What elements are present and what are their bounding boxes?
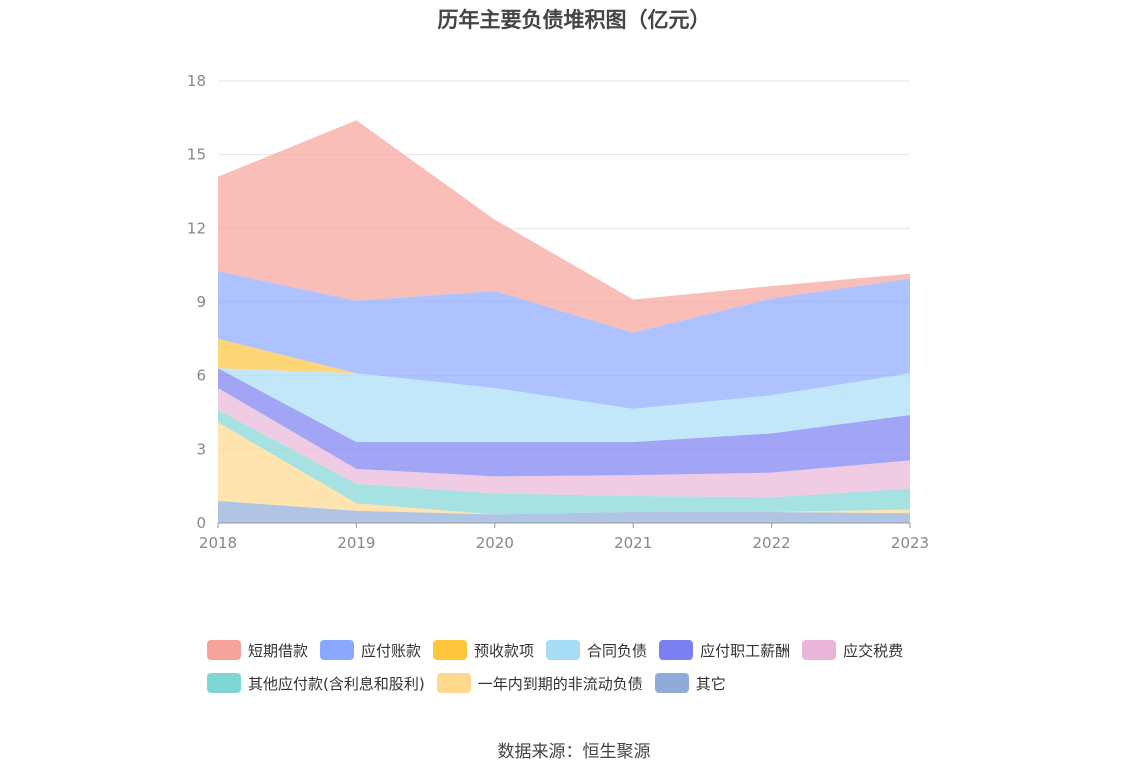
legend-item-accounts-payable[interactable]: 应付账款	[320, 638, 421, 662]
x-tick-label: 2022	[753, 534, 791, 552]
data-source: 数据来源：恒生聚源	[497, 742, 651, 762]
legend-swatch	[436, 673, 471, 693]
y-tick-label: 0	[196, 514, 206, 532]
legend-item-current-noncurrent-liabilities[interactable]: 一年内到期的非流动负债	[436, 671, 643, 695]
legend-item-other-payables[interactable]: 其他应付款(含利息和股利)	[207, 671, 425, 695]
legend-swatch	[659, 640, 694, 660]
area-series	[218, 368, 910, 477]
area-series	[218, 387, 910, 498]
legend-label: 短期借款	[248, 641, 309, 660]
legend-item-advance-receipts[interactable]: 预收款项	[433, 638, 534, 662]
area-series	[218, 368, 910, 442]
chart-legend: 短期借款 应付账款 预收款项 合同负债 应付职工薪酬 应交税费 其他应付款(含利…	[207, 638, 967, 695]
legend-label: 预收款项	[474, 641, 535, 660]
y-tick-label: 15	[187, 146, 206, 164]
x-tick-label: 2023	[891, 534, 929, 552]
legend-item-short-term-loans[interactable]: 短期借款	[207, 638, 308, 662]
area-series	[218, 500, 910, 523]
y-tick-label: 6	[196, 367, 206, 385]
legend-swatch	[802, 640, 837, 660]
legend-label: 应付账款	[361, 641, 422, 660]
legend-item-contract-liabilities[interactable]: 合同负债	[546, 638, 647, 662]
legend-label: 合同负债	[587, 641, 648, 660]
y-tick-label: 9	[196, 293, 206, 311]
area-series	[218, 120, 910, 333]
y-tick-label: 3	[196, 440, 206, 458]
legend-item-other[interactable]: 其它	[654, 671, 726, 695]
legend-swatch	[654, 673, 689, 693]
legend-swatch	[320, 640, 355, 660]
legend-item-employee-payable[interactable]: 应付职工薪酬	[659, 638, 790, 662]
legend-label: 应付职工薪酬	[700, 641, 791, 660]
legend-swatch	[207, 673, 241, 693]
y-tick-label: 12	[187, 219, 206, 237]
legend-item-taxes-payable[interactable]: 应交税费	[802, 638, 903, 662]
area-series	[218, 271, 910, 409]
legend-swatch	[207, 640, 241, 660]
area-series	[218, 422, 910, 515]
area-series	[218, 410, 910, 515]
stacked-area-chart: 0 3 6 9 12 15 18 2018 2019 2020 2021 2022 2023	[187, 72, 929, 552]
legend-label: 其它	[695, 674, 726, 693]
x-tick-label: 2020	[476, 534, 514, 552]
legend-swatch	[433, 640, 468, 660]
legend-swatch	[546, 640, 581, 660]
y-tick-label: 18	[187, 72, 206, 90]
legend-label: 应交税费	[843, 641, 904, 660]
x-tick-label: 2021	[614, 534, 652, 552]
x-tick-label: 2019	[337, 534, 375, 552]
chart-title: 历年主要负债堆积图（亿元）	[437, 8, 711, 32]
legend-label: 其他应付款(含利息和股利)	[248, 674, 425, 693]
x-tick-label: 2018	[199, 534, 237, 552]
legend-label: 一年内到期的非流动负债	[477, 674, 643, 693]
